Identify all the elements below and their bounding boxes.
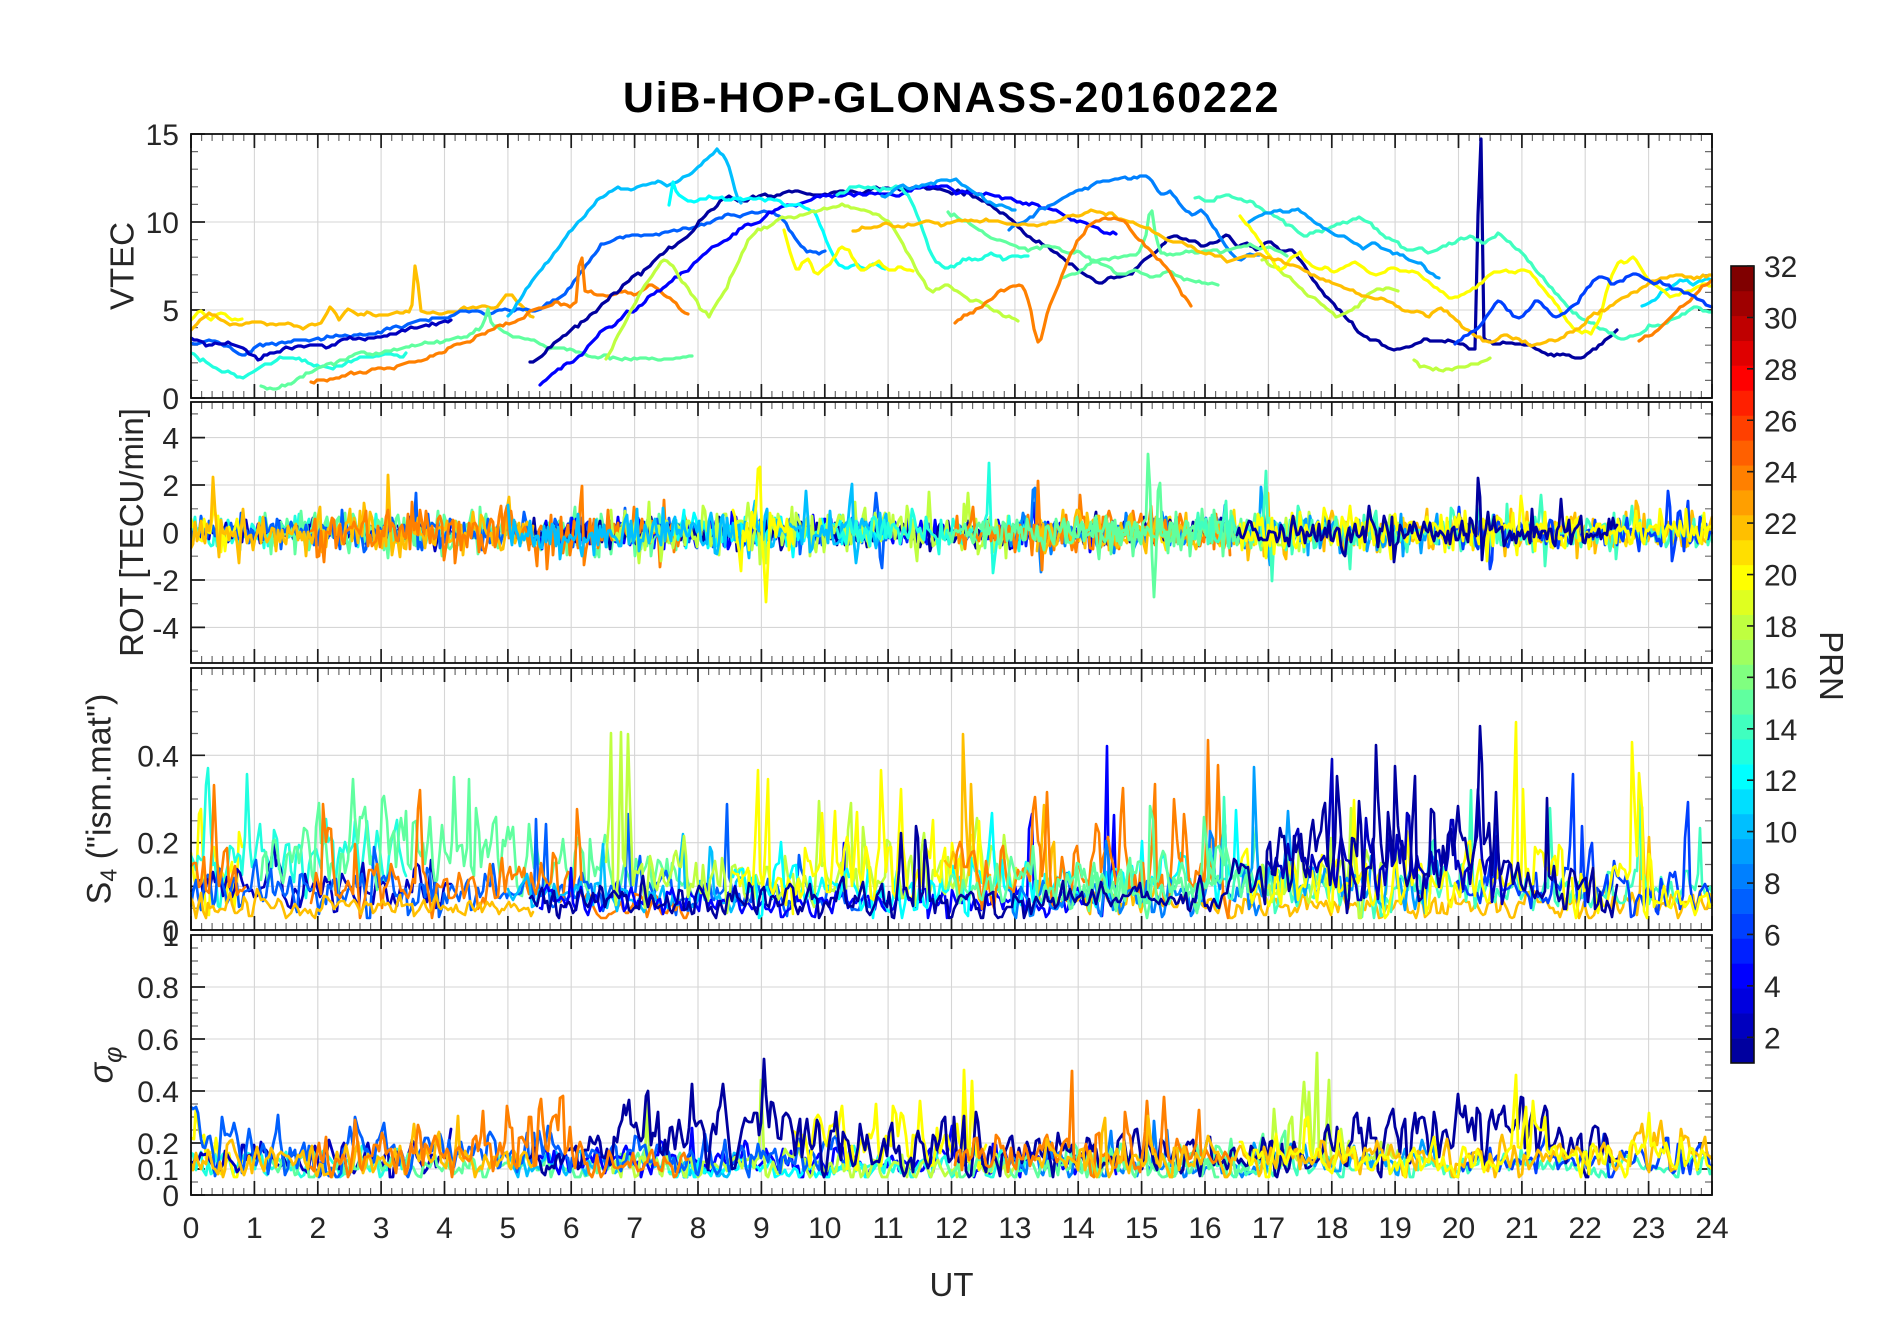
svg-text:0: 0 (162, 915, 179, 948)
svg-text:UT: UT (930, 1266, 974, 1303)
svg-text:13: 13 (998, 1212, 1031, 1245)
svg-text:10: 10 (808, 1212, 841, 1245)
svg-text:22: 22 (1764, 508, 1797, 541)
svg-text:S4 ("ism.mat"): S4 ("ism.mat") (81, 694, 122, 905)
svg-text:10: 10 (1764, 817, 1797, 850)
svg-text:14: 14 (1764, 714, 1797, 747)
svg-text:VTEC: VTEC (104, 222, 141, 310)
svg-text:0: 0 (162, 383, 179, 416)
svg-text:3: 3 (373, 1212, 390, 1245)
svg-text:ROT [TECU/min]: ROT [TECU/min] (113, 408, 150, 657)
svg-text:15: 15 (146, 119, 179, 152)
svg-text:12: 12 (1764, 765, 1797, 798)
svg-text:0: 0 (183, 1212, 200, 1245)
svg-text:4: 4 (1764, 971, 1781, 1004)
svg-text:0.2: 0.2 (137, 1128, 179, 1161)
svg-text:-2: -2 (152, 565, 179, 598)
svg-text:10: 10 (146, 207, 179, 240)
svg-text:30: 30 (1764, 302, 1797, 335)
svg-text:15: 15 (1125, 1212, 1158, 1245)
svg-text:8: 8 (1764, 868, 1781, 901)
svg-text:0.6: 0.6 (137, 1024, 179, 1057)
svg-text:32: 32 (1764, 251, 1797, 284)
svg-text:11: 11 (873, 1212, 904, 1245)
svg-text:0.4: 0.4 (137, 1076, 179, 1109)
svg-text:0.4: 0.4 (137, 740, 179, 773)
svg-text:26: 26 (1764, 405, 1797, 438)
svg-text:7: 7 (626, 1212, 643, 1245)
svg-text:23: 23 (1632, 1212, 1665, 1245)
svg-text:0.8: 0.8 (137, 972, 179, 1005)
svg-text:PRN: PRN (1813, 631, 1850, 701)
svg-text:0.1: 0.1 (137, 871, 179, 904)
svg-text:0.2: 0.2 (137, 828, 179, 861)
svg-text:20: 20 (1442, 1212, 1475, 1245)
svg-text:9: 9 (753, 1212, 770, 1245)
svg-text:4: 4 (162, 423, 179, 456)
svg-text:24: 24 (1695, 1212, 1728, 1245)
svg-text:24: 24 (1764, 457, 1797, 490)
svg-text:2: 2 (1764, 1022, 1781, 1055)
svg-text:12: 12 (935, 1212, 968, 1245)
svg-text:19: 19 (1378, 1212, 1411, 1245)
svg-text:UiB-HOP-GLONASS-20160222: UiB-HOP-GLONASS-20160222 (623, 74, 1280, 122)
svg-text:6: 6 (563, 1212, 580, 1245)
svg-text:4: 4 (436, 1212, 453, 1245)
svg-text:2: 2 (309, 1212, 326, 1245)
svg-text:22: 22 (1569, 1212, 1602, 1245)
svg-text:18: 18 (1315, 1212, 1348, 1245)
svg-text:5: 5 (162, 295, 179, 328)
svg-text:-4: -4 (152, 612, 179, 645)
svg-text:17: 17 (1252, 1212, 1285, 1245)
svg-text:16: 16 (1188, 1212, 1221, 1245)
svg-text:1: 1 (246, 1212, 263, 1245)
svg-text:0.1: 0.1 (137, 1154, 179, 1187)
svg-text:18: 18 (1764, 611, 1797, 644)
svg-text:8: 8 (690, 1212, 707, 1245)
svg-text:0: 0 (162, 518, 179, 551)
svg-text:2: 2 (162, 470, 179, 503)
svg-text:1: 1 (162, 920, 179, 953)
svg-text:14: 14 (1062, 1212, 1095, 1245)
svg-text:20: 20 (1764, 560, 1797, 593)
svg-text:16: 16 (1764, 662, 1797, 695)
svg-text:6: 6 (1764, 920, 1781, 953)
svg-text:0: 0 (162, 1180, 179, 1213)
svg-text:28: 28 (1764, 354, 1797, 387)
svg-text:5: 5 (500, 1212, 517, 1245)
svg-text:21: 21 (1505, 1212, 1538, 1245)
